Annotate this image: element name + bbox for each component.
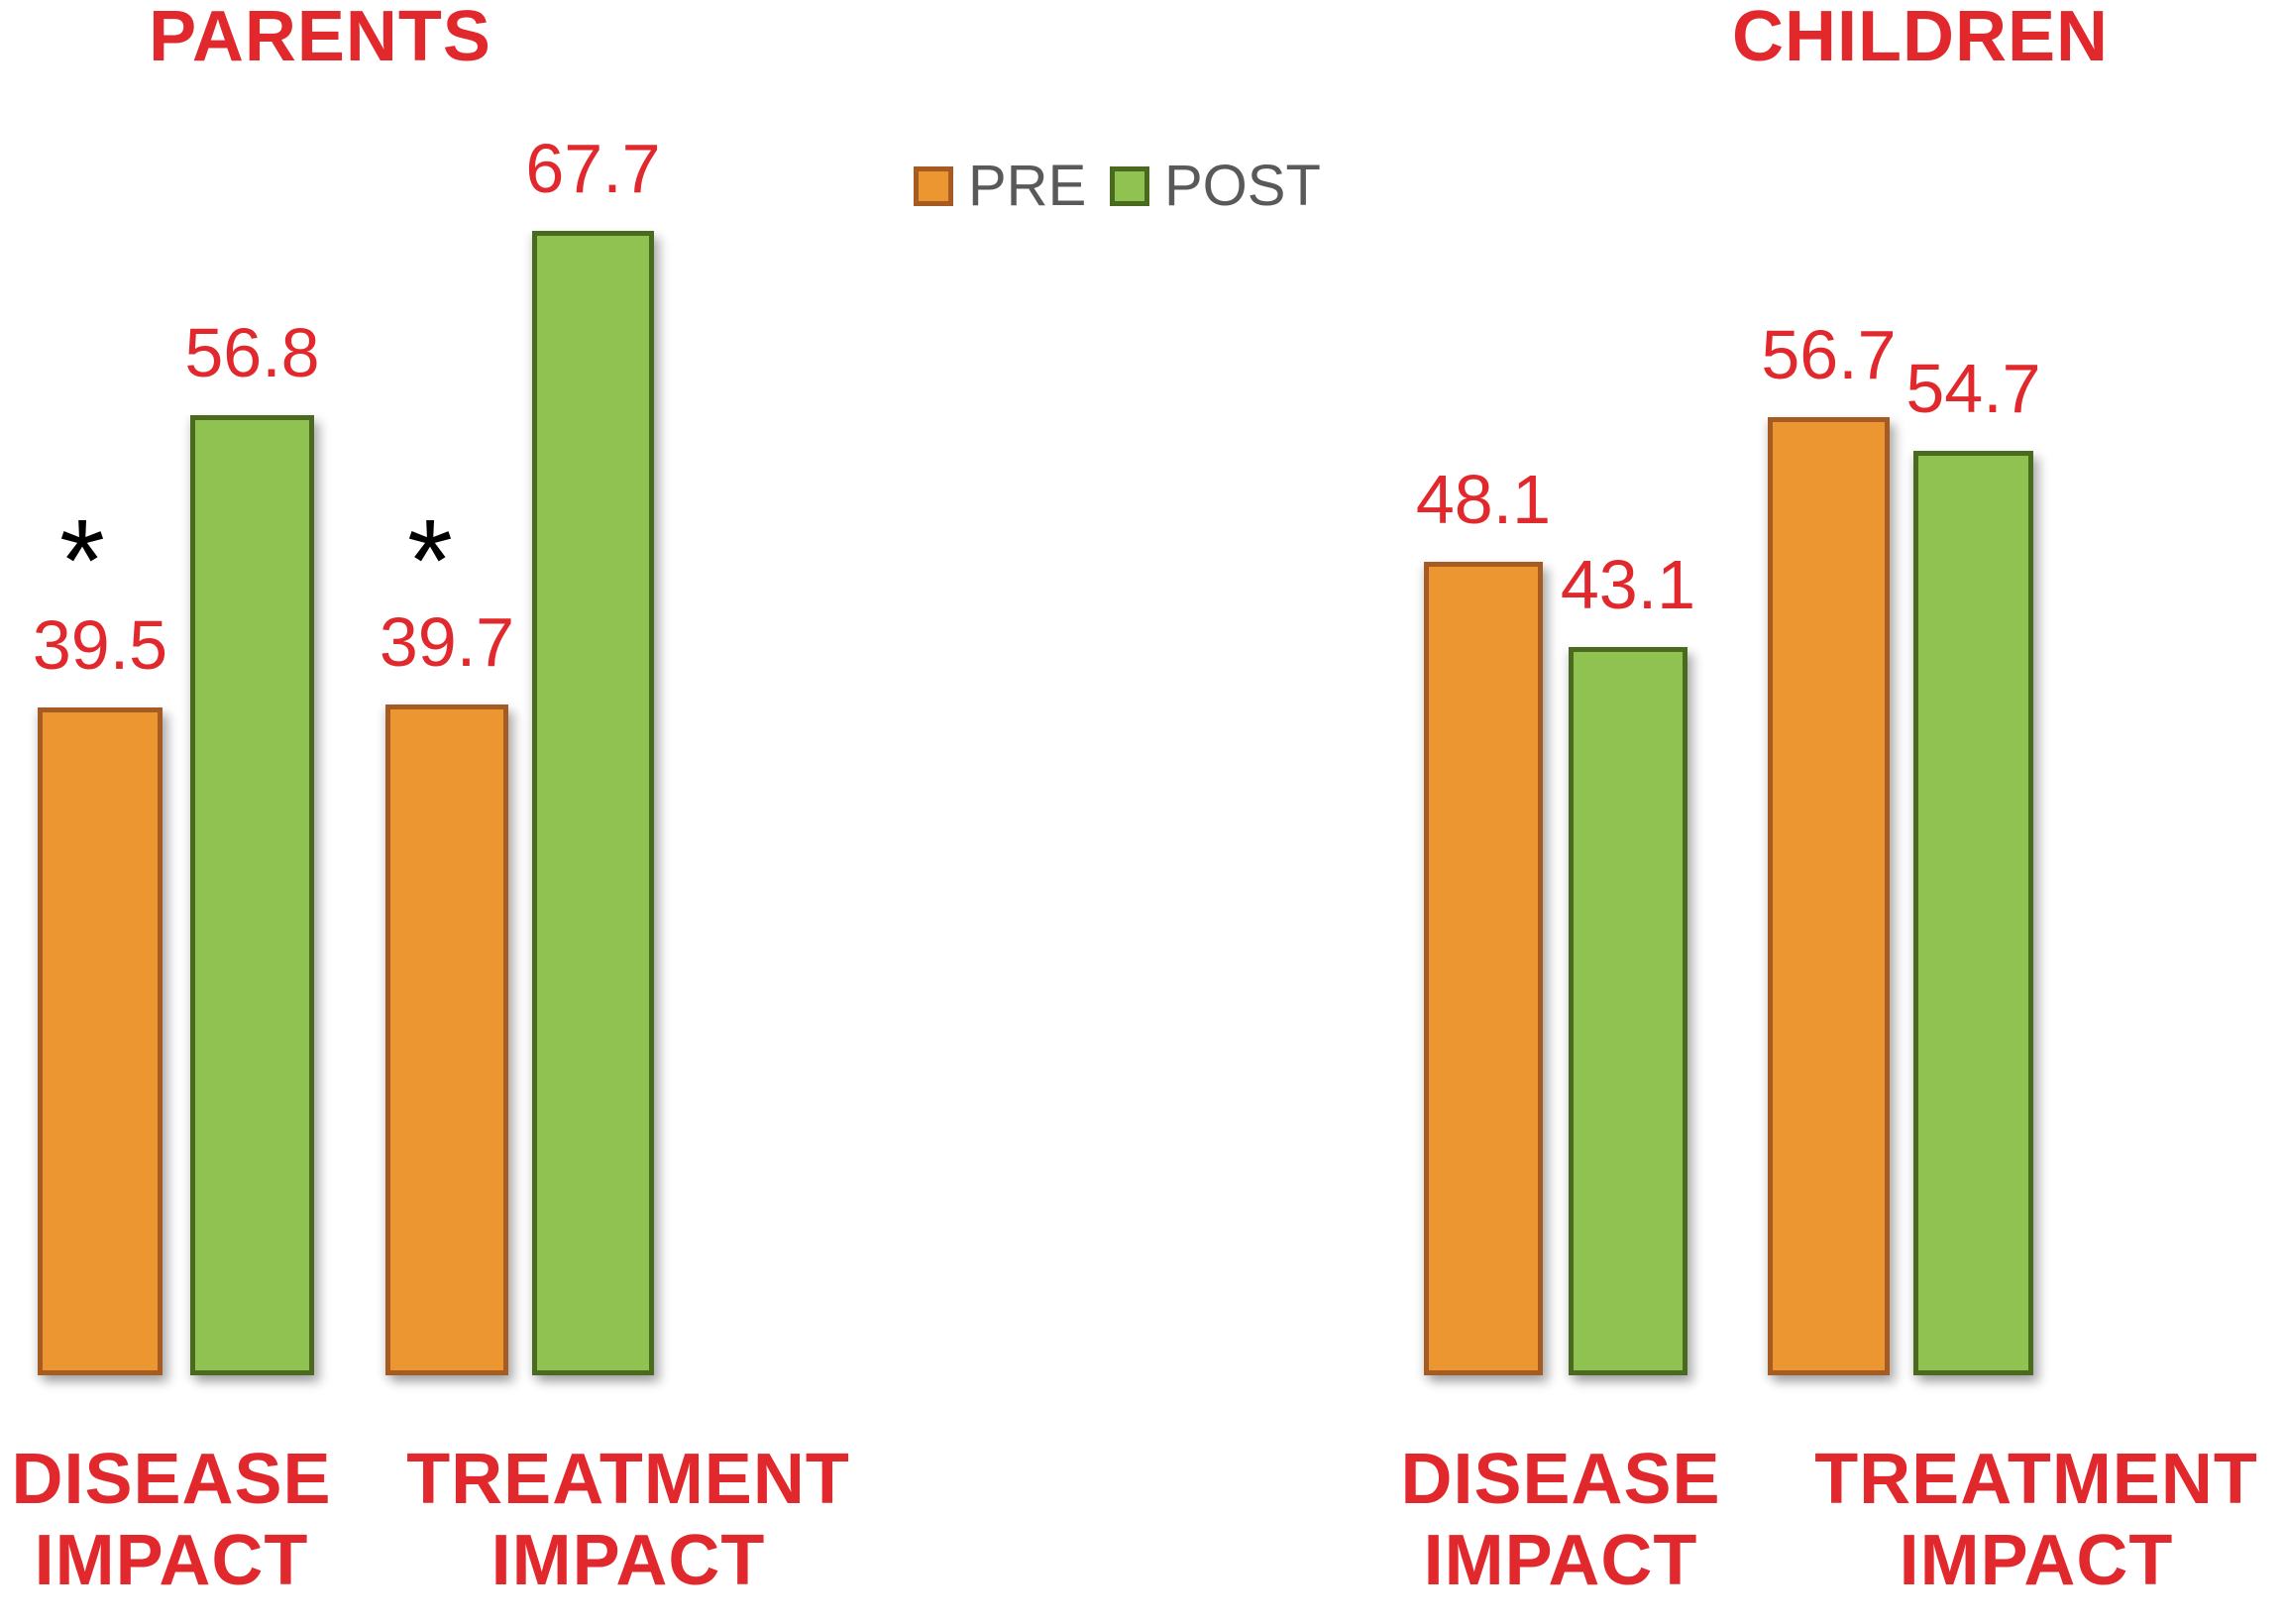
significance-asterisk-parents-treatment: * bbox=[407, 495, 453, 626]
bar-children-disease-pre bbox=[1424, 562, 1543, 1375]
category-label-parents-disease: DISEASE IMPACT bbox=[11, 1440, 332, 1600]
category-label-children-disease: DISEASE IMPACT bbox=[1400, 1440, 1721, 1600]
panel-title-children: CHILDREN bbox=[1732, 0, 2109, 76]
value-label-children-disease-post: 43.1 bbox=[1560, 546, 1696, 623]
value-label-children-treatment-post: 54.7 bbox=[1905, 350, 2041, 427]
legend-label-pre: PRE bbox=[968, 154, 1087, 218]
legend-item-post: POST bbox=[1110, 154, 1321, 218]
bar-parents-disease-pre bbox=[38, 707, 163, 1375]
category-label-parents-treatment: TREATMENT IMPACT bbox=[406, 1440, 850, 1600]
legend-label-post: POST bbox=[1164, 154, 1321, 218]
significance-asterisk-parents-disease: * bbox=[59, 495, 105, 626]
bar-parents-treatment-post bbox=[532, 231, 654, 1375]
legend-item-pre: PRE bbox=[914, 154, 1087, 218]
panel-title-parents: PARENTS bbox=[149, 0, 491, 76]
value-label-children-treatment-pre: 56.7 bbox=[1761, 316, 1897, 393]
bar-children-treatment-pre bbox=[1768, 417, 1890, 1375]
bar-children-treatment-post bbox=[1913, 451, 2033, 1375]
legend: PRE POST bbox=[0, 154, 2285, 218]
post-series-swatch-icon bbox=[1110, 166, 1149, 206]
value-label-parents-treatment-pre: 39.7 bbox=[379, 603, 515, 681]
bar-children-disease-post bbox=[1569, 647, 1687, 1375]
value-label-parents-disease-post: 56.8 bbox=[184, 314, 320, 391]
value-label-parents-treatment-post: 67.7 bbox=[525, 130, 661, 207]
value-label-parents-disease-pre: 39.5 bbox=[32, 606, 168, 684]
value-label-children-disease-pre: 48.1 bbox=[1415, 461, 1552, 538]
pre-series-swatch-icon bbox=[914, 166, 953, 206]
category-label-children-treatment: TREATMENT IMPACT bbox=[1814, 1440, 2258, 1600]
bar-parents-treatment-pre bbox=[385, 704, 508, 1375]
bar-parents-disease-post bbox=[190, 415, 314, 1375]
